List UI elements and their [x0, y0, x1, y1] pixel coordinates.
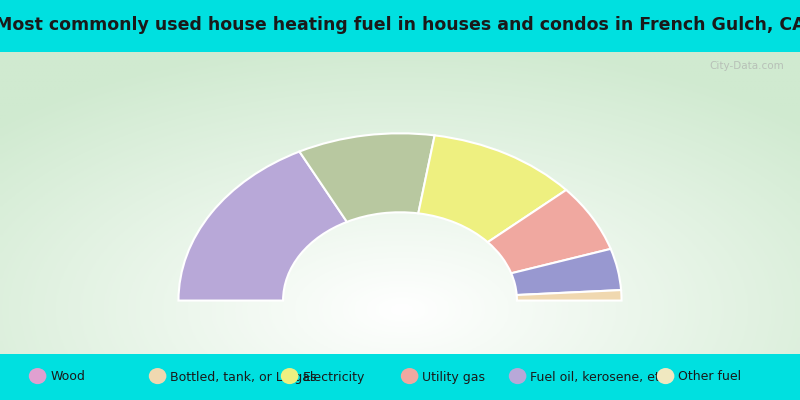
- Text: Most commonly used house heating fuel in houses and condos in French Gulch, CA: Most commonly used house heating fuel in…: [0, 16, 800, 34]
- Ellipse shape: [401, 368, 418, 384]
- Text: City-Data.com: City-Data.com: [710, 61, 784, 71]
- Ellipse shape: [657, 368, 674, 384]
- Ellipse shape: [281, 368, 298, 384]
- Wedge shape: [517, 290, 622, 300]
- Wedge shape: [488, 190, 610, 273]
- Wedge shape: [418, 135, 566, 242]
- Text: Other fuel: Other fuel: [678, 370, 742, 384]
- Ellipse shape: [149, 368, 166, 384]
- Wedge shape: [299, 133, 434, 222]
- Wedge shape: [511, 249, 621, 295]
- Text: Utility gas: Utility gas: [422, 370, 486, 384]
- Ellipse shape: [509, 368, 526, 384]
- Wedge shape: [178, 152, 347, 300]
- Text: Bottled, tank, or LP gas: Bottled, tank, or LP gas: [170, 370, 317, 384]
- Ellipse shape: [29, 368, 46, 384]
- Text: Fuel oil, kerosene, etc.: Fuel oil, kerosene, etc.: [530, 370, 671, 384]
- Text: Wood: Wood: [50, 370, 86, 384]
- Text: Electricity: Electricity: [302, 370, 365, 384]
